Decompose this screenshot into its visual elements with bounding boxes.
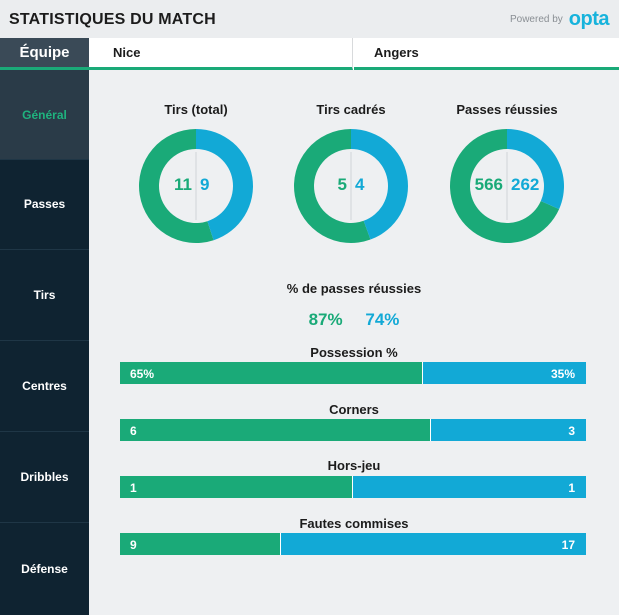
donut-away-value: 4 — [355, 175, 365, 194]
powered-by-text: Powered by — [509, 13, 563, 25]
donut-home-arc — [294, 129, 371, 243]
donut-away-arc — [351, 129, 408, 240]
sidebar-item-centres[interactable]: Centres — [0, 341, 89, 432]
bar-away-segment: 35% — [423, 362, 586, 384]
powered-by: Powered by opta — [509, 8, 610, 30]
sidebar-item-dribbles[interactable]: Dribbles — [0, 432, 89, 523]
donut-chart: 566 262 — [449, 128, 565, 244]
donut-chart: 5 4 — [293, 128, 409, 244]
sidebar-item-label: Centres — [22, 379, 67, 393]
sidebar-item-label: Tirs — [33, 288, 56, 302]
bar-title-corners: Corners — [329, 402, 379, 417]
donut-title: Tirs (total) — [164, 102, 228, 117]
donut-tirs-total: Tirs (total) 11 9 — [131, 102, 261, 244]
bar-title-possession: Possession % — [310, 345, 398, 360]
bar-away-segment: 17 — [281, 533, 586, 555]
sidebar-item-defense[interactable]: Défense — [0, 523, 89, 615]
donut-away-value: 262 — [511, 175, 540, 194]
bar-home-label: 65% — [130, 367, 155, 381]
donut-svg — [138, 129, 253, 243]
team-bar: Équipe Nice Angers — [0, 38, 619, 71]
opta-logo[interactable]: opta — [568, 8, 610, 30]
bar-home-segment: 65% — [120, 362, 423, 384]
donut-svg — [294, 129, 408, 243]
pass-pct-home: 87% — [308, 310, 343, 329]
sidebar-item-label: Général — [22, 107, 67, 122]
bar-title-hors-jeu: Hors-jeu — [327, 458, 381, 473]
donut-away-arc — [507, 129, 564, 210]
donut-home-value: 5 — [337, 175, 347, 194]
bar-home-label: 9 — [130, 538, 137, 552]
bar-away-segment: 3 — [431, 419, 586, 441]
donut-away-value: 9 — [200, 175, 210, 194]
pass-pct-values: 87% 74% — [89, 310, 619, 330]
bar-home-label: 1 — [130, 481, 137, 495]
donut-title: Passes réussies — [456, 102, 558, 117]
bar-home-segment: 9 — [120, 533, 281, 555]
bar-corners: 6 3 — [120, 419, 586, 441]
pass-pct-away: 74% — [365, 310, 400, 329]
bar-home-segment: 1 — [120, 476, 353, 498]
bar-possession: 65% 35% — [120, 362, 586, 384]
bar-hors-jeu: 1 1 — [120, 476, 586, 498]
bar-away-label: 35% — [550, 367, 575, 381]
donut-chart: 11 9 — [138, 128, 254, 244]
bar-away-label: 1 — [568, 481, 575, 495]
sidebar-item-passes[interactable]: Passes — [0, 159, 89, 250]
bar-home-segment: 6 — [120, 419, 431, 441]
bar-fautes-commises: 9 17 — [120, 533, 586, 555]
donut-home-value: 11 — [174, 175, 192, 194]
donut-home-value: 566 — [474, 175, 503, 194]
bar-title-fautes: Fautes commises — [299, 516, 409, 531]
bar-home-label: 6 — [130, 424, 137, 438]
away-team-name: Angers — [354, 38, 619, 70]
sidebar: Général Passes Tirs Centres Dribbles Déf… — [0, 70, 96, 615]
sidebar-item-general[interactable]: Général — [0, 70, 96, 160]
donut-title: Tirs cadrés — [316, 102, 386, 117]
sidebar-item-label: Dribbles — [20, 470, 69, 484]
donut-away-arc — [196, 129, 253, 241]
sidebar-item-tirs[interactable]: Tirs — [0, 250, 89, 341]
pass-pct-title: % de passes réussies — [286, 281, 422, 296]
donut-tirs-cadres: Tirs cadrés 5 4 — [286, 102, 416, 244]
bar-away-segment: 1 — [353, 476, 586, 498]
bar-away-label: 17 — [561, 538, 575, 552]
sidebar-item-label: Passes — [23, 197, 66, 211]
donut-home-arc — [450, 129, 560, 243]
sidebar-item-label: Défense — [21, 562, 68, 576]
home-team-name: Nice — [89, 38, 353, 70]
stats-panel: Tirs (total) 11 9 Tirs cadrés 5 4 Passes… — [89, 70, 619, 615]
header: STATISTIQUES DU MATCH Powered by opta — [0, 0, 619, 39]
donut-svg — [450, 129, 564, 243]
donut-passes-reussies: Passes réussies 566 262 — [442, 102, 572, 244]
page-title: STATISTIQUES DU MATCH — [9, 11, 216, 28]
bar-away-label: 3 — [568, 424, 575, 438]
donut-home-arc — [138, 129, 214, 243]
team-column-label: Équipe — [0, 38, 89, 70]
